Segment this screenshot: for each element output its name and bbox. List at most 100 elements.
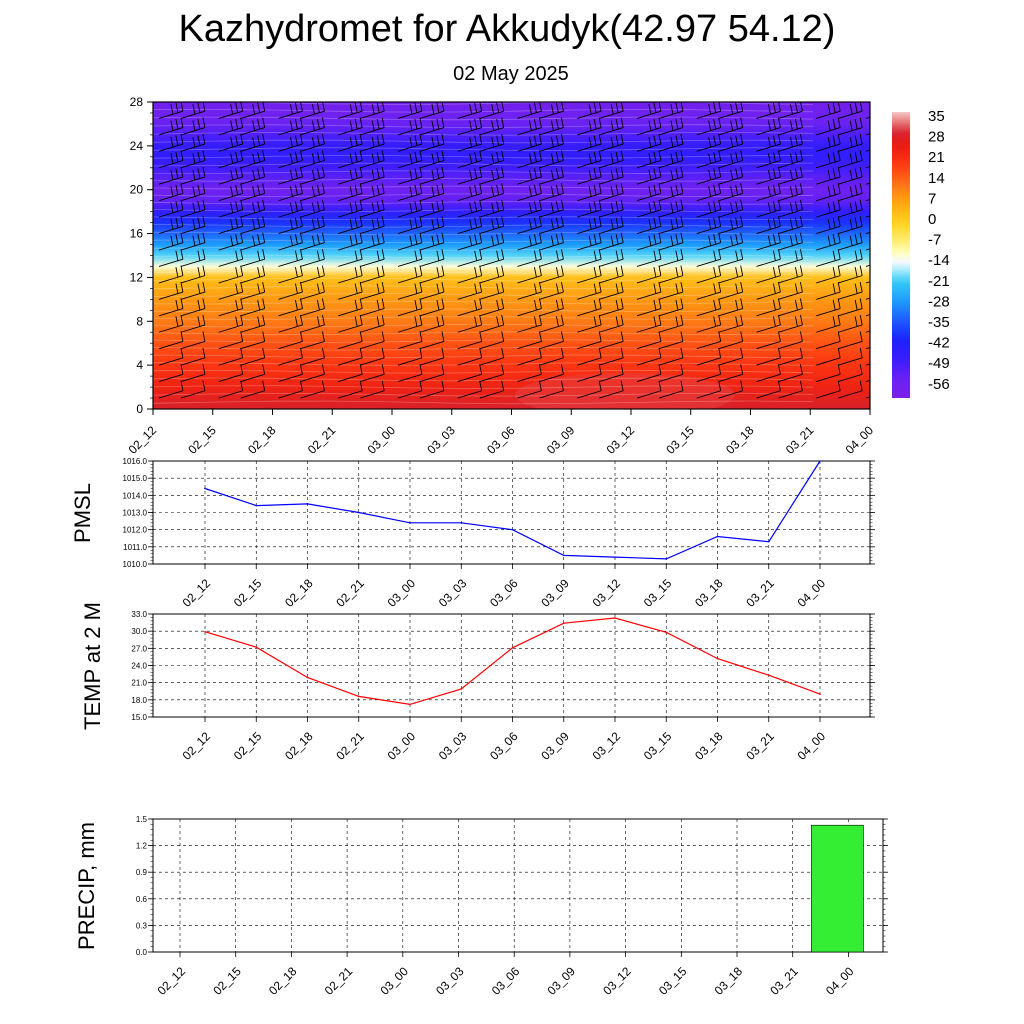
wind-barb bbox=[778, 380, 803, 399]
x-tick-label: 03_00 bbox=[377, 964, 411, 998]
wind-barb bbox=[479, 232, 505, 251]
wind-barb bbox=[419, 298, 445, 317]
colorbar-label: 14 bbox=[928, 170, 945, 187]
wind-barb bbox=[539, 380, 564, 399]
wind-barb bbox=[218, 380, 244, 399]
wind-barb bbox=[658, 232, 684, 251]
wind-barb bbox=[240, 199, 266, 218]
y-tick-label: 33.0 bbox=[131, 610, 147, 619]
wind-barb bbox=[599, 347, 624, 366]
wind-barb bbox=[397, 364, 423, 383]
wind-barb bbox=[360, 232, 385, 251]
x-tick-label: 04_00 bbox=[795, 576, 829, 610]
data-point bbox=[511, 646, 514, 649]
wind-barb bbox=[636, 314, 662, 333]
wind-barb bbox=[479, 216, 505, 235]
wind-barb bbox=[599, 331, 624, 350]
wind-barb bbox=[756, 150, 781, 169]
wind-barb bbox=[756, 364, 781, 383]
wind-barb bbox=[479, 265, 505, 284]
wind-barb bbox=[696, 133, 722, 152]
y-tick-label: 1011.0 bbox=[123, 543, 147, 552]
wind-barb bbox=[838, 347, 863, 366]
wind-barb bbox=[816, 102, 841, 119]
wind-barb bbox=[718, 166, 744, 185]
wind-barb bbox=[756, 183, 781, 202]
x-tick-label: 03_03 bbox=[433, 964, 467, 998]
x-tick-label: 02_21 bbox=[305, 423, 339, 457]
wind-barb bbox=[240, 265, 266, 284]
wind-barb bbox=[338, 199, 363, 218]
wind-barb bbox=[300, 364, 325, 383]
wind-barb bbox=[240, 331, 266, 350]
wind-barb bbox=[577, 331, 602, 350]
wind-barb bbox=[278, 150, 303, 169]
wind-barb bbox=[756, 216, 781, 235]
wind-barb bbox=[158, 232, 184, 251]
wind-barb bbox=[539, 150, 564, 169]
data-point bbox=[357, 511, 360, 514]
wind-barb bbox=[240, 364, 266, 383]
wind-barb bbox=[240, 347, 266, 366]
x-tick-label: 02_21 bbox=[333, 729, 367, 763]
wind-barb bbox=[838, 166, 863, 185]
wind-barb bbox=[419, 199, 445, 218]
wind-barb bbox=[240, 166, 266, 185]
x-tick-label: 03_12 bbox=[590, 576, 624, 610]
wind-barb bbox=[517, 232, 542, 251]
wind-barb bbox=[180, 216, 206, 235]
wind-barb bbox=[778, 133, 803, 152]
wind-barb bbox=[180, 102, 206, 119]
data-point bbox=[767, 674, 770, 677]
wind-barb bbox=[599, 117, 624, 136]
wind-barb bbox=[479, 314, 505, 333]
x-tick-label: 02_15 bbox=[231, 729, 265, 763]
colorbar: 35 28 21 14 7 0 -7 -14 -21 -28 -35 -42 -49 -56 bbox=[892, 108, 950, 398]
wind-barb bbox=[696, 265, 722, 284]
wind-barb bbox=[180, 281, 206, 300]
colorbar-label: -49 bbox=[928, 355, 950, 372]
wind-barb bbox=[539, 232, 564, 251]
wind-barb bbox=[539, 347, 564, 366]
wind-barb bbox=[636, 281, 662, 300]
wind-barb bbox=[599, 216, 624, 235]
wind-barb bbox=[360, 265, 385, 284]
wind-barb bbox=[278, 232, 303, 251]
wind-barb bbox=[338, 364, 363, 383]
wind-barb bbox=[180, 314, 206, 333]
data-point bbox=[562, 622, 565, 624]
wind-barb bbox=[300, 265, 325, 284]
data-point bbox=[665, 631, 668, 634]
wind-barb bbox=[778, 216, 803, 235]
wind-barb bbox=[636, 331, 662, 350]
colorbar-label: -21 bbox=[928, 273, 950, 290]
wind-barb bbox=[397, 102, 423, 119]
wind-barb bbox=[457, 364, 483, 383]
wind-barb bbox=[218, 166, 244, 185]
wind-barb bbox=[539, 314, 564, 333]
wind-barb bbox=[360, 314, 385, 333]
data-point bbox=[614, 617, 616, 619]
wind-barb bbox=[158, 166, 184, 185]
wind-barb bbox=[218, 150, 244, 169]
wind-barb bbox=[778, 314, 803, 333]
wind-barb bbox=[240, 216, 266, 235]
wind-barb bbox=[816, 265, 841, 284]
wind-barb bbox=[539, 117, 564, 136]
wind-barb bbox=[360, 298, 385, 317]
wind-barb bbox=[218, 216, 244, 235]
wind-barb bbox=[300, 331, 325, 350]
wind-barb bbox=[158, 347, 184, 366]
wind-barb bbox=[517, 117, 542, 136]
colorbar-label: -14 bbox=[928, 252, 950, 269]
wind-barb bbox=[300, 298, 325, 317]
wind-barb bbox=[479, 117, 505, 136]
heatmap-warm-core bbox=[515, 373, 735, 409]
wind-barb bbox=[517, 183, 542, 202]
wind-barb bbox=[658, 216, 684, 235]
wind-barb bbox=[158, 117, 184, 136]
wind-barb bbox=[577, 364, 602, 383]
y-tick-label: 27.0 bbox=[131, 644, 147, 653]
wind-barbs bbox=[158, 102, 870, 399]
wind-barb bbox=[838, 232, 863, 251]
